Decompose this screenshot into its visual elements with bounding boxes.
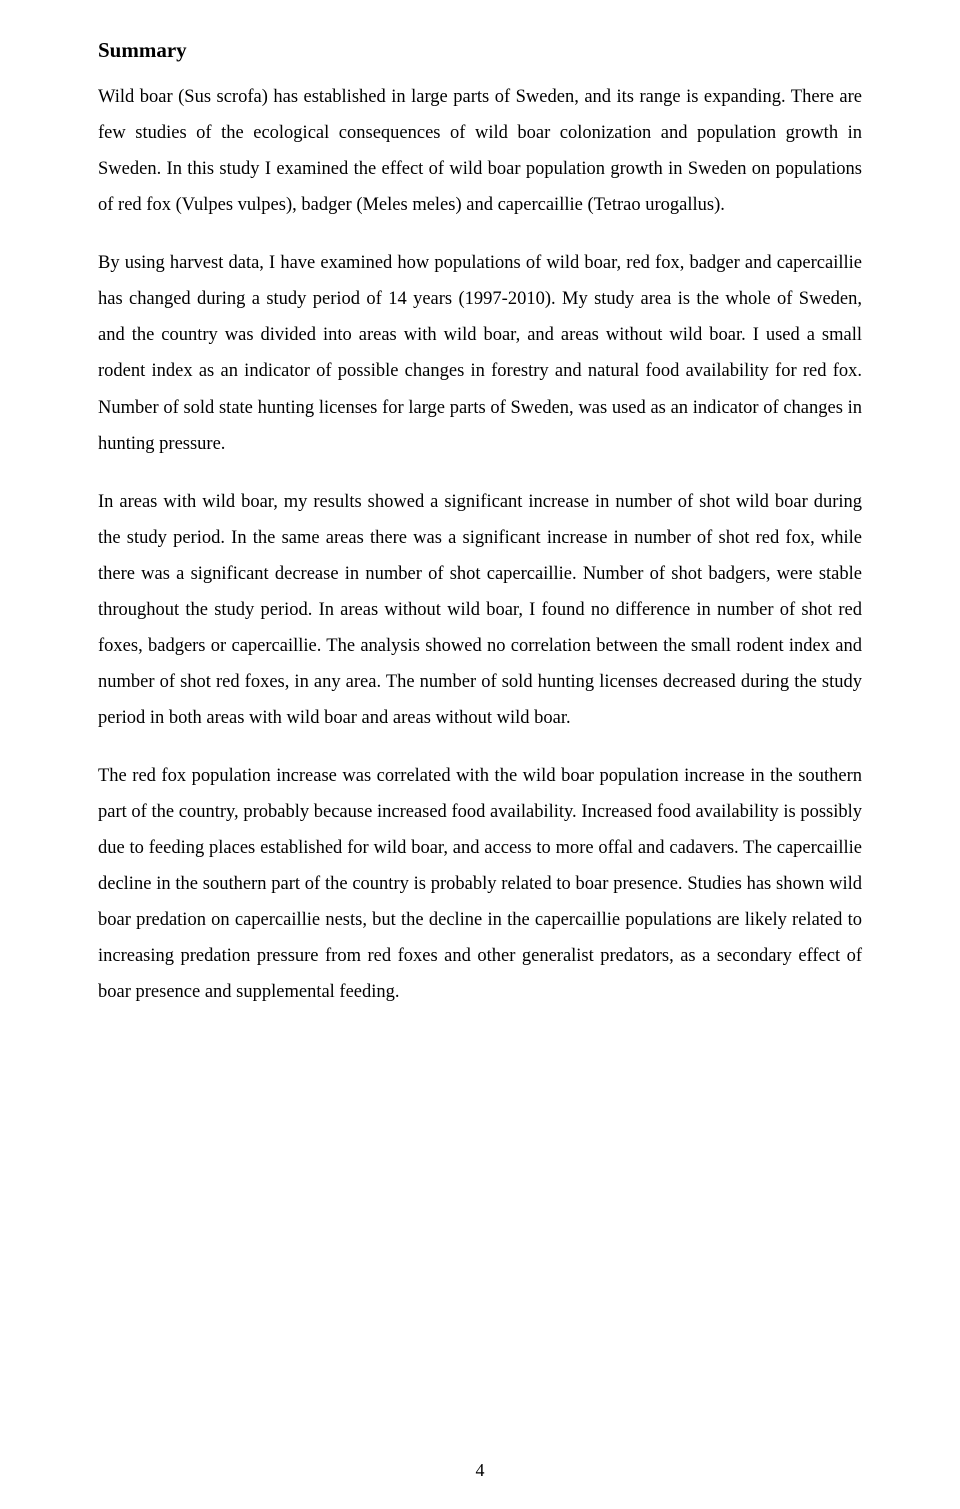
summary-heading: Summary <box>98 38 862 63</box>
page-number: 4 <box>0 1460 960 1481</box>
paragraph-3: In areas with wild boar, my results show… <box>98 484 862 736</box>
paragraph-4: The red fox population increase was corr… <box>98 758 862 1010</box>
paragraph-1: Wild boar (Sus scrofa) has established i… <box>98 79 862 223</box>
paragraph-2: By using harvest data, I have examined h… <box>98 245 862 461</box>
